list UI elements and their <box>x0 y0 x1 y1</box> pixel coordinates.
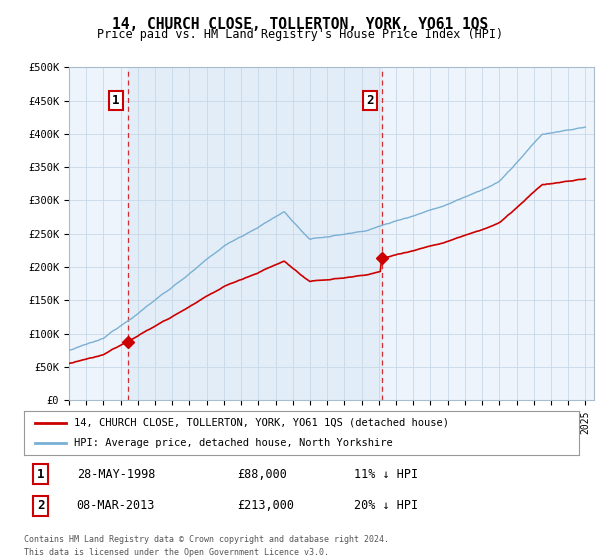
Text: 1: 1 <box>112 94 119 107</box>
Text: 20% ↓ HPI: 20% ↓ HPI <box>354 499 418 512</box>
Text: This data is licensed under the Open Government Licence v3.0.: This data is licensed under the Open Gov… <box>24 548 329 557</box>
Text: 2: 2 <box>366 94 374 107</box>
Text: 1: 1 <box>37 468 44 480</box>
Text: 14, CHURCH CLOSE, TOLLERTON, YORK, YO61 1QS: 14, CHURCH CLOSE, TOLLERTON, YORK, YO61 … <box>112 17 488 32</box>
Text: 28-MAY-1998: 28-MAY-1998 <box>77 468 155 480</box>
Text: HPI: Average price, detached house, North Yorkshire: HPI: Average price, detached house, Nort… <box>74 438 392 448</box>
Text: 2: 2 <box>37 499 44 512</box>
Text: £88,000: £88,000 <box>238 468 287 480</box>
Text: Contains HM Land Registry data © Crown copyright and database right 2024.: Contains HM Land Registry data © Crown c… <box>24 535 389 544</box>
Text: 11% ↓ HPI: 11% ↓ HPI <box>354 468 418 480</box>
Text: 14, CHURCH CLOSE, TOLLERTON, YORK, YO61 1QS (detached house): 14, CHURCH CLOSE, TOLLERTON, YORK, YO61 … <box>74 418 449 428</box>
Text: 08-MAR-2013: 08-MAR-2013 <box>77 499 155 512</box>
Text: £213,000: £213,000 <box>238 499 295 512</box>
Bar <box>128 67 382 400</box>
Text: Price paid vs. HM Land Registry's House Price Index (HPI): Price paid vs. HM Land Registry's House … <box>97 28 503 41</box>
